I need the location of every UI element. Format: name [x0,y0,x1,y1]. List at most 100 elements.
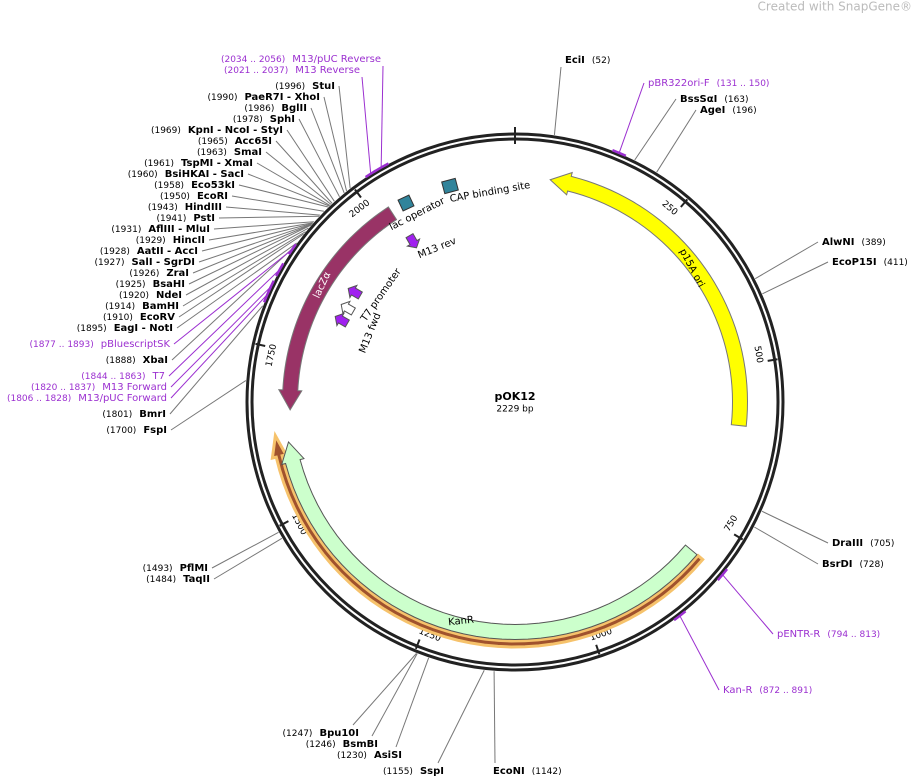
site-position: (1888) [106,356,136,366]
enzyme-label: (1925) BsaHI [116,279,185,290]
site-name: Acc65I [235,136,272,147]
site-position: (1142) [532,767,562,777]
leader-line [171,247,294,361]
primer-label: (1820 .. 1837) M13 Forward [31,382,167,393]
feature-arc [270,430,705,649]
site-name: SmaI [234,147,262,158]
site-name: BsmBI [343,739,378,750]
leader-line [371,653,418,737]
enzyme-label: (1928) AatII - AccI [100,246,198,257]
site-name: DraIII [832,538,863,549]
tick-label: 2000 [348,198,373,220]
site-name: AsiSI [374,750,402,761]
site-position: (1844 .. 1863) [81,372,145,382]
site-position: (728) [860,560,884,570]
tick-label: 500 [752,345,765,364]
primer-mark [275,262,285,277]
site-name: SphI [270,114,295,125]
feature-label: CAP binding site [449,180,531,205]
feature-arrow [334,312,351,328]
site-name: AgeI [700,105,725,116]
site-position: (1920) [119,291,149,301]
primer-label: (2034 .. 2056) M13/pUC Reverse [221,54,381,65]
site-position: (163) [724,95,748,105]
tick-mark [680,198,689,208]
primer-label: (1844 .. 1863) T7 [81,371,165,382]
site-position: (196) [732,106,756,116]
site-position: (2021 .. 2037) [224,66,288,76]
enzyme-label: (1493) PflMI [143,563,208,574]
enzyme-label: (1969) KpnI - NcoI - StyI [151,125,283,136]
site-name: AatII - AccI [137,246,198,257]
site-position: (1910) [103,313,133,323]
site-position: (705) [870,539,894,549]
leader-line [493,671,496,764]
site-position: (1963) [197,148,227,158]
enzyme-label: (1941) PstI [156,213,215,224]
site-name: HindIII [185,202,222,213]
site-position: (1246) [306,740,336,750]
site-position: (1806 .. 1828) [7,394,71,404]
leader-line [173,248,293,345]
site-position: (1986) [244,104,274,114]
enzyme-label: (1914) BamHI [105,301,179,312]
site-name: BamHI [142,301,179,312]
site-position: (1960) [128,170,158,180]
leader-line [176,242,298,329]
tick-mark [595,644,601,655]
enzyme-label: (1230) AsiSI [337,750,402,761]
site-name: Bpu10I [319,728,359,739]
site-position: (872 .. 891) [759,686,812,696]
site-name: T7 [152,371,165,382]
site-name: ZraI [166,268,189,279]
plasmid-name: pOK12 [494,390,535,403]
site-name: BsiHKAI - SacI [165,169,244,180]
site-position: (1990) [208,93,238,103]
site-name: BmrI [139,409,166,420]
site-name: EagI - NotI [114,323,173,334]
leader-line [188,224,312,285]
site-position: (1969) [151,126,181,136]
site-position: (1926) [129,269,159,279]
feature-box [397,194,415,212]
site-position: (1484) [146,575,176,585]
leader-line [553,66,562,135]
site-name: SalI - SgrDI [131,257,195,268]
primer-label: (1806 .. 1828) M13/pUC Forward [7,393,167,404]
site-position: (1493) [143,564,173,574]
tick-mark [414,639,421,650]
primer-mark [364,169,377,179]
primer-mark [287,243,297,256]
site-name: Eco53kI [191,180,235,191]
leader-line [185,227,309,296]
enzyme-label: (1700) FspI [106,425,167,436]
leader-line [437,670,485,764]
site-name: pBR322ori-F [648,78,710,89]
leader-line [256,162,331,206]
leader-line [170,294,268,399]
site-position: (1914) [105,302,135,312]
leader-line [722,574,774,635]
enzyme-label: (1888) XbaI [106,355,168,366]
enzyme-label: (1986) BglII [244,103,307,114]
site-name: PflMI [180,563,208,574]
leader-line [247,173,330,207]
site-name: AflIII - MluI [148,224,210,235]
leader-line [352,653,417,726]
feature-label: lac operator [388,195,448,233]
enzyme-label: EcoP15I (411) [832,257,908,268]
leader-line [754,241,819,280]
site-name: PstI [193,213,215,224]
primer-label: Kan-R (872 .. 891) [723,685,812,696]
tick-label: 1750 [265,343,280,368]
enzyme-label: (1965) Acc65I [198,136,272,147]
leader-line [618,82,645,154]
site-name: KpnI - NcoI - StyI [188,125,283,136]
site-position: (1943) [148,203,178,213]
leader-line [238,184,329,208]
site-name: NdeI [156,290,182,301]
enzyme-label: (1931) AflIII - MluI [111,224,210,235]
primer-label: pENTR-R (794 .. 813) [777,629,880,640]
tick-mark [767,358,778,362]
